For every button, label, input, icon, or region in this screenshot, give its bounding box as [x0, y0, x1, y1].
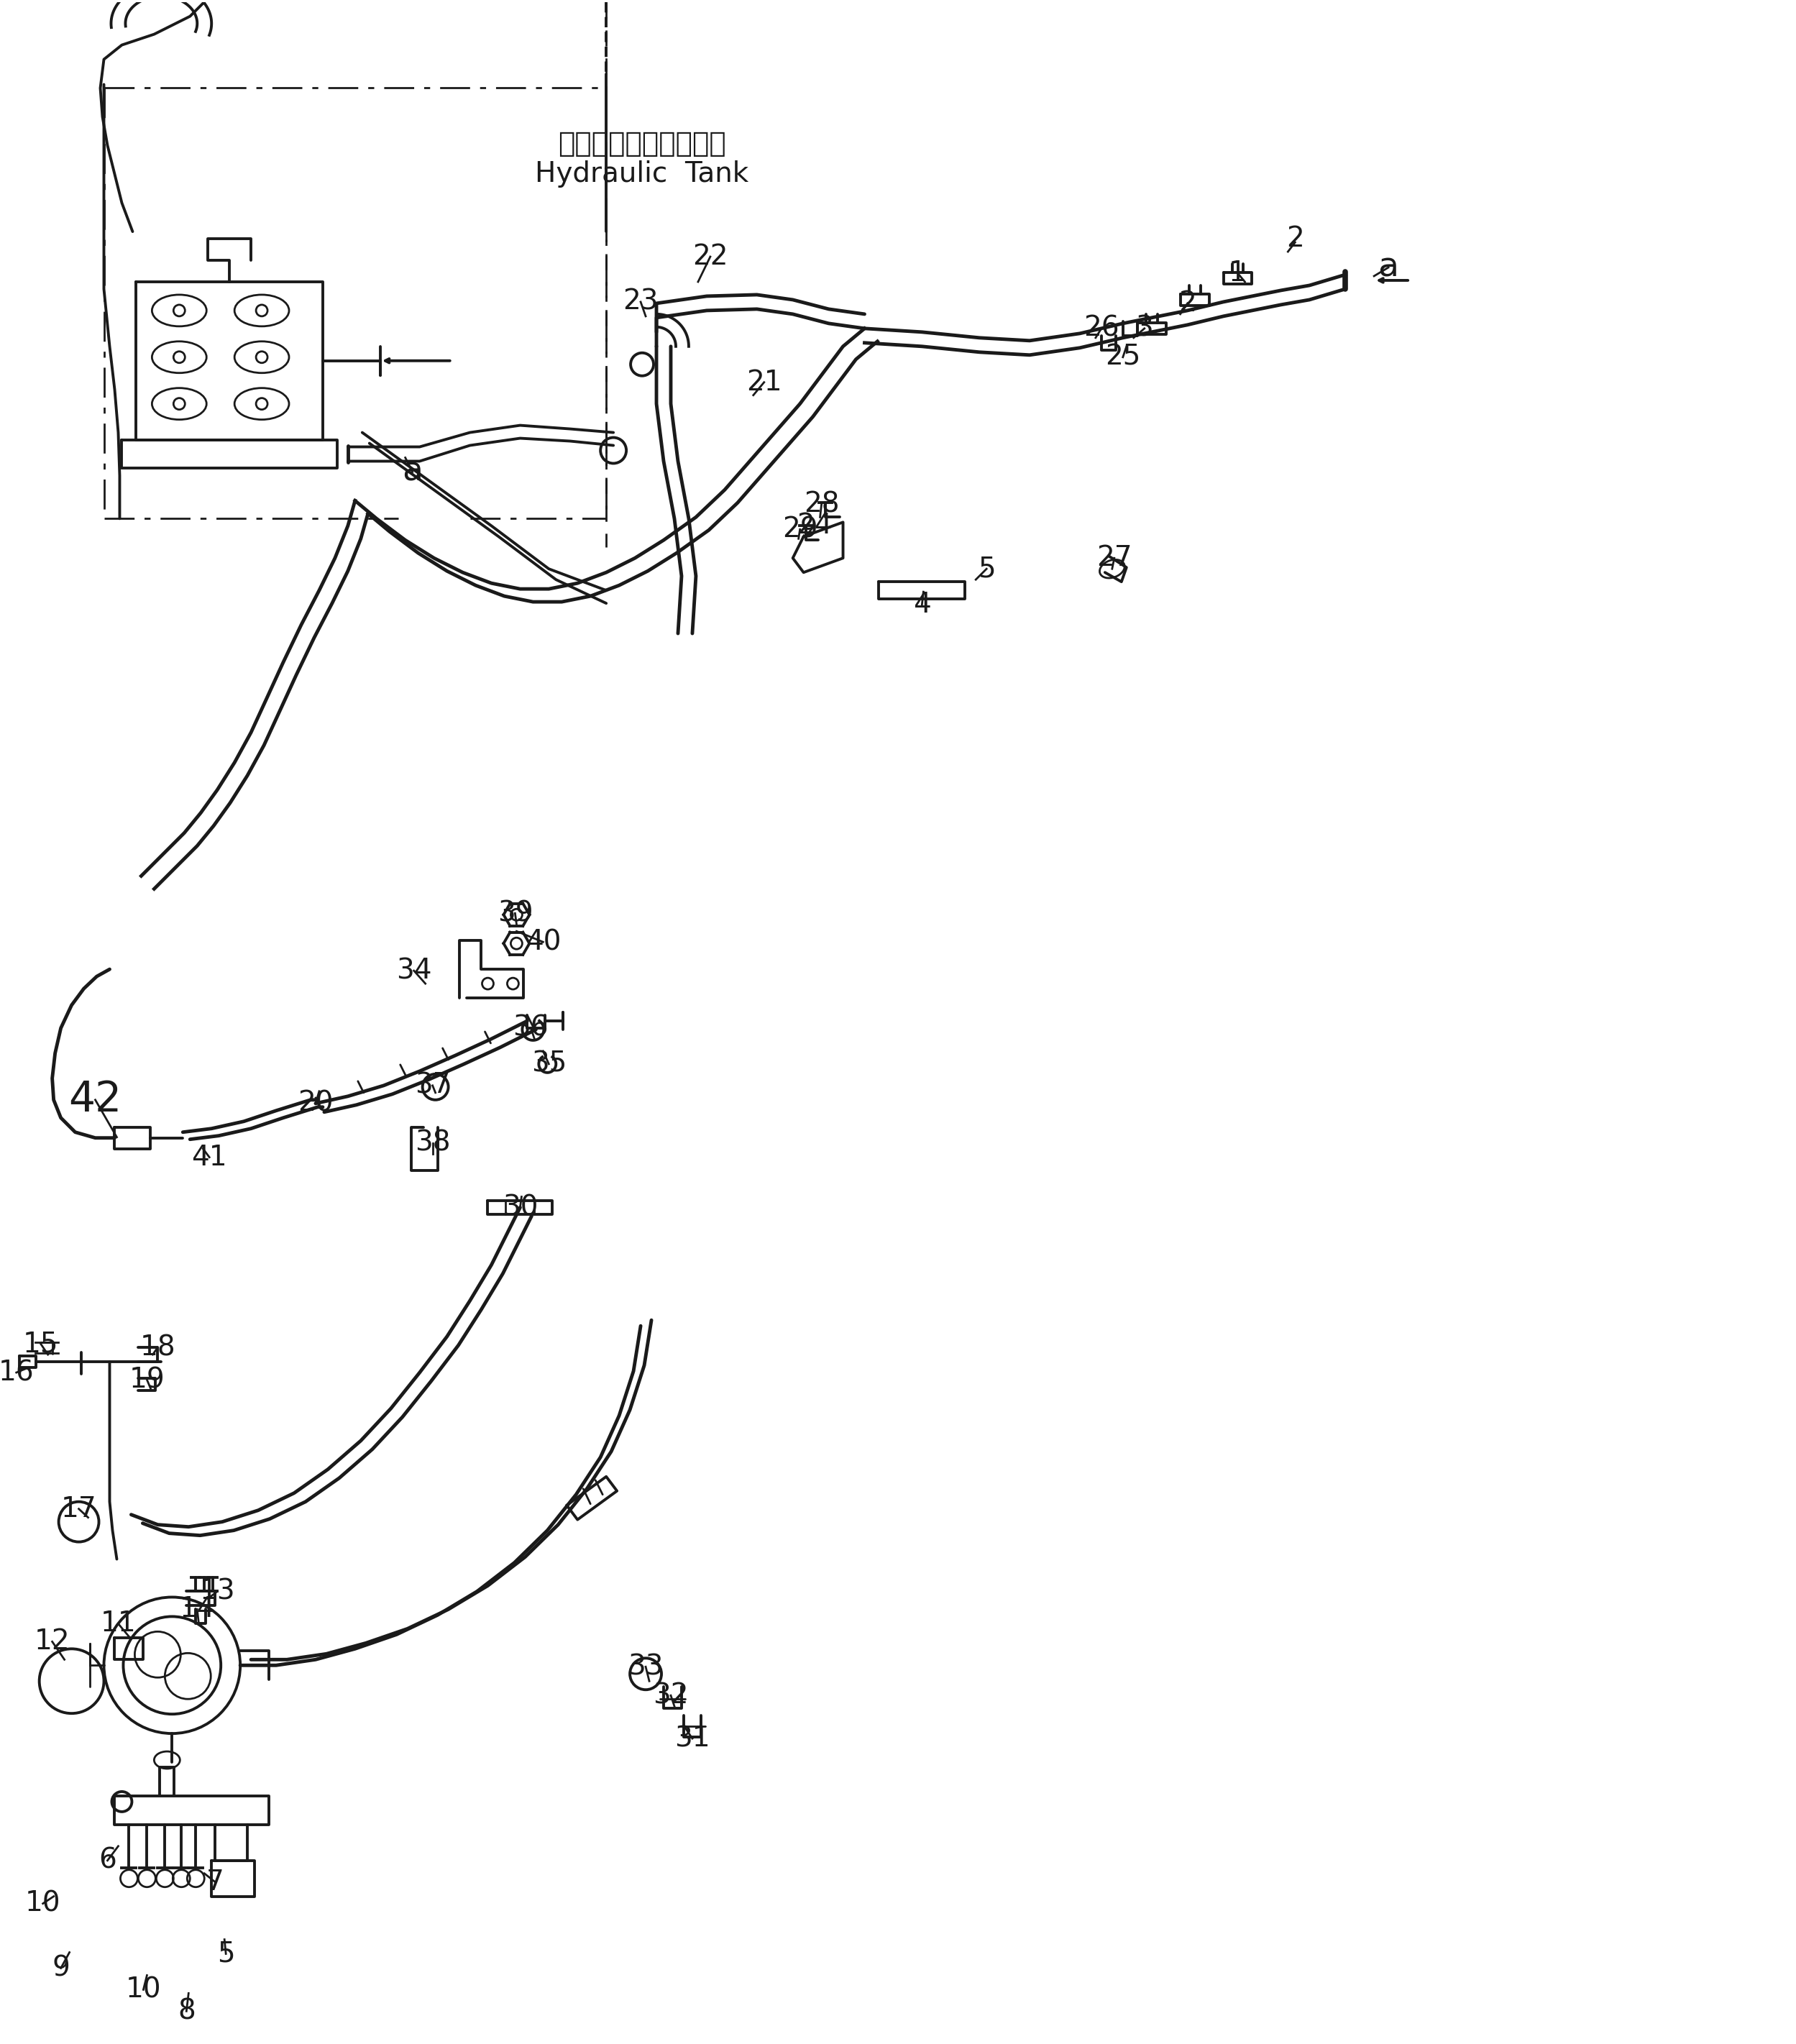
Text: 3: 3 [1135, 315, 1153, 341]
Text: 31: 31 [675, 1725, 709, 1752]
Text: 12: 12 [34, 1627, 70, 1656]
Text: 22: 22 [693, 243, 727, 270]
Text: 16: 16 [0, 1359, 34, 1386]
Text: 15: 15 [23, 1331, 59, 1357]
Text: a: a [1378, 251, 1399, 284]
Text: 14: 14 [180, 1596, 216, 1623]
Text: 5: 5 [977, 556, 995, 583]
Text: 9: 9 [52, 1954, 70, 1983]
Text: 42: 42 [68, 1079, 122, 1120]
Text: 40: 40 [524, 928, 560, 957]
Text: 28: 28 [803, 491, 839, 517]
Text: 6: 6 [99, 1848, 117, 1874]
Text: 17: 17 [61, 1496, 97, 1523]
Text: 7: 7 [207, 1868, 224, 1895]
Text: 41: 41 [192, 1143, 228, 1171]
Text: 29: 29 [781, 515, 817, 544]
Text: 21: 21 [747, 368, 781, 397]
Text: Hydraulic  Tank: Hydraulic Tank [535, 161, 749, 188]
Text: 39: 39 [497, 899, 533, 926]
Text: 4: 4 [912, 591, 930, 619]
Text: 11: 11 [101, 1611, 136, 1637]
Text: 8: 8 [178, 1997, 196, 2026]
Text: 34: 34 [397, 957, 431, 985]
Text: 27: 27 [1096, 544, 1131, 572]
Text: 20: 20 [298, 1089, 334, 1118]
Text: 30: 30 [503, 1194, 537, 1220]
Text: 36: 36 [514, 1014, 550, 1042]
Text: 2: 2 [1178, 290, 1196, 317]
Text: 23: 23 [623, 288, 659, 315]
Text: 19: 19 [129, 1365, 165, 1394]
Text: 24: 24 [796, 513, 832, 540]
Text: 1: 1 [1228, 260, 1246, 286]
Text: 33: 33 [629, 1654, 663, 1680]
Text: 38: 38 [415, 1128, 451, 1157]
Text: 10: 10 [126, 1977, 162, 2003]
Text: 5: 5 [217, 1940, 235, 1968]
Text: 10: 10 [25, 1891, 61, 1917]
Text: 25: 25 [1105, 343, 1140, 370]
Text: 18: 18 [140, 1335, 176, 1361]
Text: ハイドロリックタンク: ハイドロリックタンク [559, 131, 726, 157]
Text: 35: 35 [532, 1051, 566, 1077]
Text: 2: 2 [1286, 225, 1304, 251]
Text: 32: 32 [654, 1682, 688, 1709]
Text: 26: 26 [1083, 315, 1119, 341]
Text: a: a [402, 456, 422, 489]
Text: 13: 13 [199, 1578, 235, 1605]
Text: 37: 37 [415, 1071, 451, 1100]
